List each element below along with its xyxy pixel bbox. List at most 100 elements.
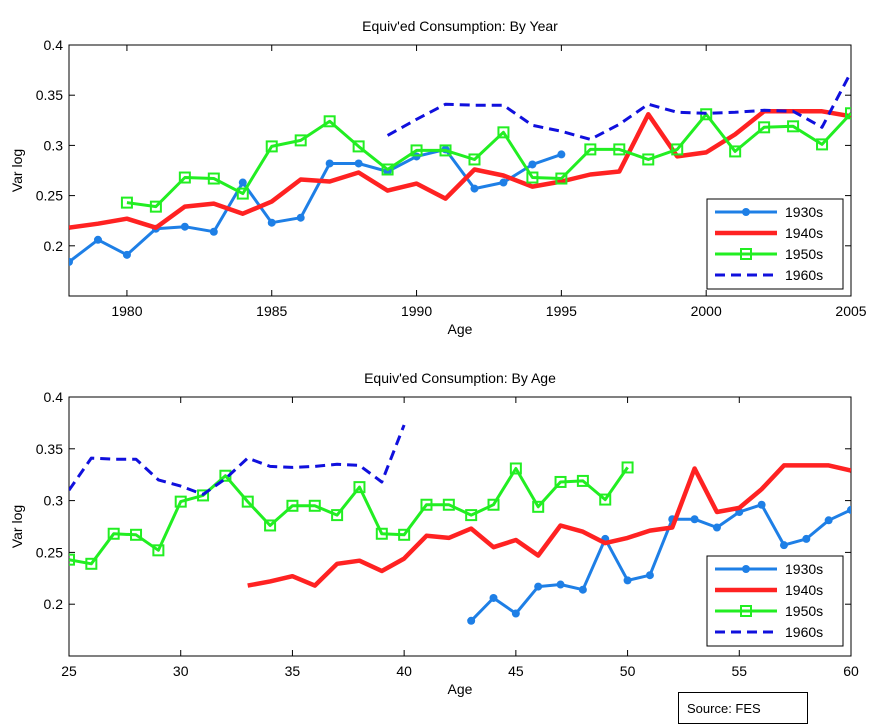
point-1950s bbox=[642, 153, 655, 166]
legend-label: 1960s bbox=[785, 267, 823, 283]
y-tick-label: 0.2 bbox=[44, 596, 64, 612]
point-1950s bbox=[497, 126, 510, 139]
series-line-1950s bbox=[126, 112, 851, 209]
point-1950s bbox=[613, 143, 626, 156]
point-1950s bbox=[375, 527, 388, 540]
point-1950s bbox=[294, 134, 307, 147]
point-1950s bbox=[509, 462, 522, 475]
point-1930s bbox=[557, 150, 566, 159]
y-tick-label: 0.3 bbox=[44, 493, 64, 509]
chart-by-year: Equiv'ed Consumption: By Year 1980 1985 199… bbox=[9, 18, 867, 337]
point-1950s bbox=[845, 107, 851, 120]
y-tick-label: 0.25 bbox=[36, 188, 63, 204]
legend-label: 1940s bbox=[785, 225, 823, 241]
point-1950s bbox=[323, 115, 336, 128]
legend-label: 1930s bbox=[785, 204, 823, 220]
point-1950s bbox=[265, 140, 278, 153]
point-1930s bbox=[779, 541, 788, 550]
point-1930s bbox=[847, 505, 851, 514]
series-line-1960s bbox=[69, 424, 406, 496]
point-1930s bbox=[511, 609, 520, 618]
point-1930s bbox=[238, 178, 247, 187]
point-1950s bbox=[353, 481, 366, 494]
point-1950s bbox=[352, 140, 365, 153]
y-tick-label: 0.2 bbox=[44, 238, 64, 254]
point-1930s bbox=[824, 516, 833, 525]
x-axis-label: Age bbox=[448, 681, 473, 697]
point-1950s bbox=[107, 527, 120, 540]
point-1950s bbox=[130, 528, 143, 541]
y-tick-label: 0.3 bbox=[44, 137, 64, 153]
series-group bbox=[69, 424, 851, 625]
legend: 1930s 1940s 1950s 1960s bbox=[706, 198, 844, 290]
point-1950s bbox=[526, 171, 539, 184]
point-1950s bbox=[236, 187, 249, 200]
point-1950s bbox=[152, 544, 165, 557]
point-1950s bbox=[286, 499, 299, 512]
point-1950s bbox=[816, 138, 829, 151]
legend-marker bbox=[742, 565, 750, 573]
point-1950s bbox=[532, 500, 545, 513]
y-axis-label: Var log bbox=[9, 505, 25, 548]
series-line-1940s bbox=[69, 109, 851, 230]
point-1950s bbox=[671, 143, 684, 156]
x-tick-label: 25 bbox=[61, 663, 77, 679]
point-1930s bbox=[623, 576, 632, 585]
point-1930s bbox=[489, 593, 498, 602]
point-1930s bbox=[296, 213, 305, 222]
point-1930s bbox=[467, 616, 476, 625]
point-1930s bbox=[802, 534, 811, 543]
point-1950s bbox=[120, 196, 133, 209]
x-tick-label: 35 bbox=[285, 663, 301, 679]
legend-label: 1950s bbox=[785, 246, 823, 262]
plot-frame bbox=[68, 396, 852, 657]
y-axis-label: Var log bbox=[9, 149, 25, 192]
point-1950s bbox=[197, 489, 210, 502]
x-tick-label: 45 bbox=[508, 663, 524, 679]
x-tick-label: 40 bbox=[396, 663, 412, 679]
x-tick-label: 55 bbox=[731, 663, 747, 679]
point-1930s bbox=[470, 184, 479, 193]
point-1950s bbox=[69, 553, 75, 566]
point-1930s bbox=[556, 580, 565, 589]
point-1930s bbox=[180, 222, 189, 231]
point-1950s bbox=[331, 509, 344, 522]
point-1950s bbox=[468, 153, 481, 166]
point-1950s bbox=[398, 528, 411, 541]
point-1930s bbox=[528, 160, 537, 169]
point-1950s bbox=[178, 171, 191, 184]
legend-label: 1930s bbox=[785, 561, 823, 577]
point-1950s bbox=[729, 145, 742, 158]
point-1930s bbox=[354, 159, 363, 168]
y-tick-label: 0.4 bbox=[44, 37, 64, 53]
point-1950s bbox=[465, 509, 478, 522]
legend: 1930s 1940s 1950s 1960s bbox=[706, 555, 844, 647]
legend-box bbox=[706, 555, 844, 647]
point-1930s bbox=[93, 235, 102, 244]
chart-title: Equiv'ed Consumption: By Age bbox=[364, 370, 556, 386]
point-1950s bbox=[420, 498, 433, 511]
point-1930s bbox=[645, 571, 654, 580]
point-1950s bbox=[584, 143, 597, 156]
point-1930s bbox=[534, 582, 543, 591]
point-1950s bbox=[555, 172, 568, 185]
point-1930s bbox=[122, 250, 131, 259]
x-tick-label: 60 bbox=[843, 663, 859, 679]
legend-label: 1950s bbox=[785, 603, 823, 619]
source-note: Source: FES bbox=[678, 692, 808, 724]
legend-marker bbox=[740, 605, 752, 617]
chart-by-age: Equiv'ed Consumption: By Age 25 30 35 40 45 50… bbox=[9, 370, 859, 697]
point-1950s bbox=[439, 144, 452, 157]
point-1950s bbox=[576, 474, 589, 487]
point-1950s bbox=[174, 495, 187, 508]
x-tick-label: 50 bbox=[620, 663, 636, 679]
point-1950s bbox=[410, 144, 423, 157]
point-1950s bbox=[381, 163, 394, 176]
point-1950s bbox=[241, 495, 254, 508]
point-1950s bbox=[442, 498, 455, 511]
point-1950s bbox=[264, 519, 277, 532]
legend-label: 1940s bbox=[785, 582, 823, 598]
legend-label: 1960s bbox=[785, 624, 823, 640]
point-1950s bbox=[758, 121, 771, 134]
